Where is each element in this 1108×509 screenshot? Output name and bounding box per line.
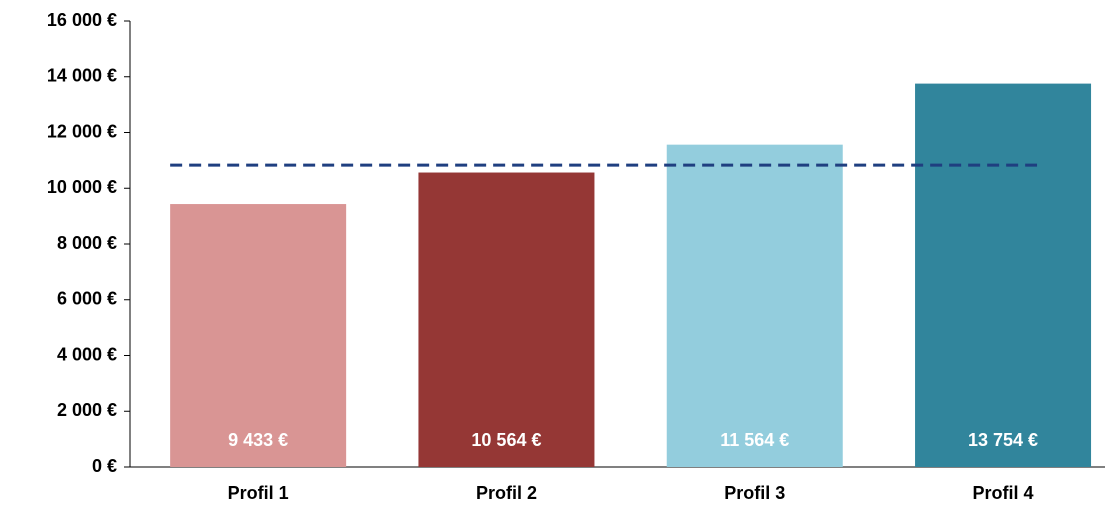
x-tick-label: Profil 1 bbox=[228, 483, 289, 503]
y-tick-label: 14 000 € bbox=[47, 66, 117, 86]
y-tick-label: 2 000 € bbox=[57, 400, 117, 420]
y-tick-label: 4 000 € bbox=[57, 344, 117, 364]
y-tick-label: 12 000 € bbox=[47, 121, 117, 141]
y-tick-label: 16 000 € bbox=[47, 10, 117, 30]
value-label: 11 564 € bbox=[720, 430, 789, 450]
y-tick-label: 10 000 € bbox=[47, 177, 117, 197]
y-tick-label: 0 € bbox=[92, 456, 117, 476]
bar bbox=[915, 83, 1092, 468]
bar bbox=[170, 204, 347, 468]
value-label: 10 564 € bbox=[471, 430, 541, 450]
bar bbox=[666, 144, 843, 467]
bar bbox=[418, 172, 595, 467]
y-tick-label: 8 000 € bbox=[57, 233, 117, 253]
x-tick-label: Profil 3 bbox=[724, 483, 785, 503]
x-tick-label: Profil 2 bbox=[476, 483, 537, 503]
value-label: 9 433 € bbox=[228, 430, 288, 450]
value-label: 13 754 € bbox=[968, 430, 1038, 450]
x-tick-label: Profil 4 bbox=[973, 483, 1034, 503]
y-tick-label: 6 000 € bbox=[57, 289, 117, 309]
